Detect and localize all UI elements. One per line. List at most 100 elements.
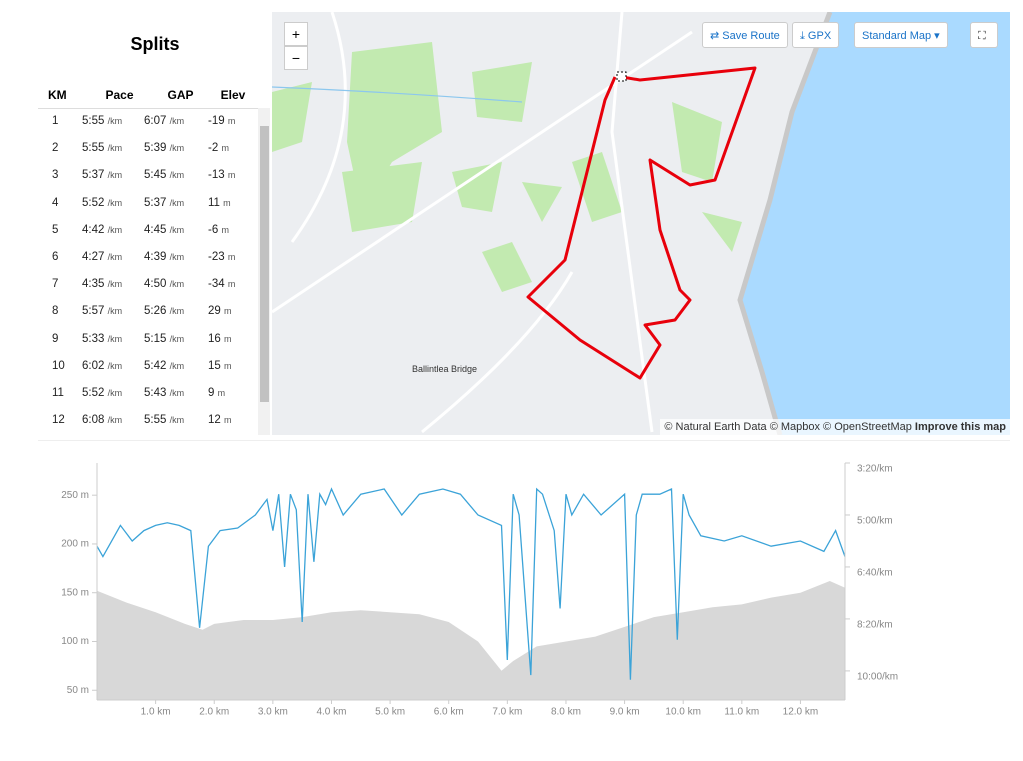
split-row: 11 5:52 /km 5:43 /km 9 m <box>38 380 258 408</box>
attribution-text: © Natural Earth Data © Mapbox © OpenStre… <box>664 421 912 433</box>
cell-value: 4:39 <box>144 251 167 263</box>
cell-unit: /km <box>107 170 123 181</box>
split-cell: 10 <box>52 353 65 379</box>
split-cell: 5:52 /km <box>82 380 122 406</box>
cell-unit: /km <box>107 197 123 208</box>
cell-unit: /km <box>107 224 123 235</box>
column-header: Elev <box>220 88 246 102</box>
cell-unit: m <box>227 116 236 126</box>
cell-value: 5:55 <box>82 142 105 155</box>
button-label: GPX <box>807 30 832 42</box>
x-tick-label: 1.0 km <box>141 707 171 718</box>
cell-value: 6:02 <box>82 359 105 372</box>
cell-value: 29 <box>208 305 221 318</box>
cell-value: 11 <box>208 196 220 209</box>
cell-value: 2 <box>52 142 59 155</box>
cell-value: 10 <box>52 359 65 372</box>
save-route-button[interactable]: ⇄ Save Route <box>702 22 788 48</box>
cell-unit: /km <box>107 279 123 290</box>
split-cell: 4:35 /km <box>82 271 122 297</box>
cell-value: 9 <box>52 332 59 345</box>
cell-value: 5:37 <box>144 196 167 209</box>
cell-value: 5:52 <box>82 196 105 209</box>
split-row: 8 5:57 /km 5:26 /km 29 m <box>38 298 258 326</box>
split-cell: 3 <box>52 162 58 188</box>
cell-value: 5:43 <box>144 387 167 399</box>
cell-unit: /km <box>169 116 185 126</box>
cell-unit: /km <box>169 143 185 154</box>
split-cell: 5:45 /km <box>144 162 184 188</box>
x-tick-label: 6.0 km <box>434 707 464 718</box>
cell-unit: /km <box>107 252 123 262</box>
split-cell: 5:55 /km <box>82 135 122 161</box>
cell-value: -13 <box>208 169 225 182</box>
cell-unit: /km <box>169 388 185 398</box>
cell-unit: m <box>217 388 226 398</box>
cell-unit: /km <box>169 360 185 371</box>
split-cell: -13 m <box>208 162 235 188</box>
cell-value: 12 <box>208 414 221 427</box>
x-tick-label: 8.0 km <box>551 707 581 718</box>
cell-unit: /km <box>107 306 123 317</box>
cell-value: 12 <box>52 414 65 427</box>
split-cell: 5 <box>52 217 58 243</box>
cell-value: 16 <box>208 332 221 345</box>
split-row: 1 5:55 /km 6:07 /km -19 m <box>38 108 258 136</box>
split-cell: 5:37 /km <box>82 162 122 188</box>
split-cell: 5:37 /km <box>144 190 184 216</box>
cell-value: 9 <box>208 387 215 399</box>
splits-header: KM Pace GAP Elev <box>38 82 258 109</box>
split-cell: 4:50 /km <box>144 271 184 297</box>
y-tick-label: 100 m <box>61 636 89 647</box>
map-canvas <box>272 12 1010 435</box>
y-tick-label: 50 m <box>67 685 89 696</box>
cell-value: 4:35 <box>82 278 105 291</box>
cell-value: 4:45 <box>144 223 167 236</box>
cell-value: 6:07 <box>144 115 167 127</box>
split-row: 12 6:08 /km 5:55 /km 12 m <box>38 407 258 435</box>
scrollbar[interactable] <box>258 108 270 435</box>
zoom-in[interactable]: + <box>284 22 308 46</box>
cell-unit: m <box>227 279 236 290</box>
split-row: 5 4:42 /km 4:45 /km -6 m <box>38 217 258 245</box>
cell-value: 1 <box>52 115 59 127</box>
cell-value: 5:55 <box>82 115 105 127</box>
cell-unit: /km <box>169 252 185 262</box>
split-cell: 11 <box>52 380 64 406</box>
split-row: 9 5:33 /km 5:15 /km 16 m <box>38 326 258 354</box>
cell-unit: m <box>224 415 232 426</box>
split-cell: -34 m <box>208 271 235 297</box>
split-cell: -6 m <box>208 217 229 243</box>
cell-value: 4:42 <box>82 223 105 236</box>
map[interactable]: + − ⇄ Save Route ⤓ GPX Standard Map ▾ ⛶ … <box>272 12 1010 435</box>
cell-value: 5:45 <box>144 169 167 182</box>
map-style-button[interactable]: Standard Map ▾ <box>854 22 948 48</box>
cell-unit: m <box>227 252 236 262</box>
split-cell: 5:15 /km <box>144 326 184 352</box>
split-cell: 6:08 /km <box>82 407 122 433</box>
split-cell: 6:02 /km <box>82 353 122 379</box>
cell-value: 5:55 <box>144 414 167 427</box>
split-cell: 4:27 /km <box>82 244 122 270</box>
split-cell: 5:52 /km <box>82 190 122 216</box>
improve-link[interactable]: Improve this map <box>914 421 1006 433</box>
split-row: 2 5:55 /km 5:39 /km -2 m <box>38 135 258 163</box>
x-tick-label: 12.0 km <box>783 707 819 718</box>
cell-value: 3 <box>52 169 59 182</box>
cell-value: -2 <box>208 142 219 155</box>
cell-value: 4:27 <box>82 251 105 263</box>
zoom-out[interactable]: − <box>284 46 308 70</box>
cell-value: 5:39 <box>144 142 167 155</box>
cell-unit: m <box>224 306 232 317</box>
split-cell: 12 <box>52 407 65 433</box>
scroll-thumb[interactable] <box>260 126 269 402</box>
cell-unit: /km <box>169 224 185 235</box>
pace-line <box>96 487 846 680</box>
y-tick-label: 250 m <box>61 490 89 501</box>
gpx-button[interactable]: ⤓ GPX <box>792 22 840 48</box>
cell-value: 6:08 <box>82 414 105 427</box>
cell-unit: /km <box>169 415 185 426</box>
fullscreen-button[interactable]: ⛶ <box>970 22 998 48</box>
split-cell: 4 <box>52 190 58 216</box>
cell-value: 5 <box>52 223 59 236</box>
